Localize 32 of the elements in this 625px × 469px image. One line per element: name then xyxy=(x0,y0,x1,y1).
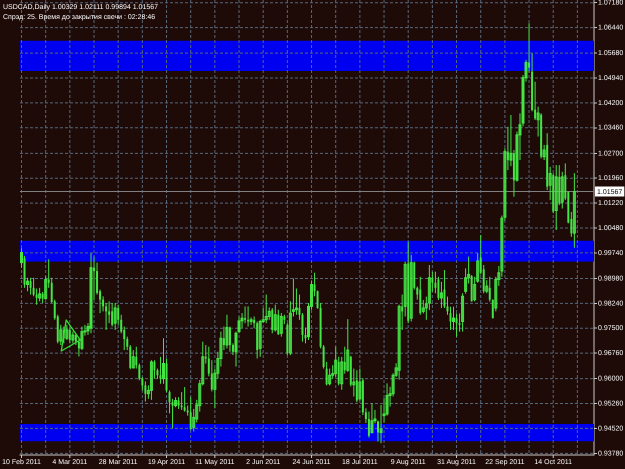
candlestick xyxy=(190,396,192,431)
candlestick xyxy=(356,370,358,403)
candlestick xyxy=(572,172,576,248)
candlestick xyxy=(65,324,68,340)
candlestick xyxy=(461,292,464,332)
candlestick xyxy=(68,327,71,344)
candlestick xyxy=(274,304,277,332)
candlestick xyxy=(380,404,383,444)
candlestick xyxy=(111,302,114,328)
candlestick xyxy=(184,386,186,412)
candlestick xyxy=(419,276,422,316)
candlestick xyxy=(129,344,132,370)
candlestick xyxy=(370,402,374,434)
candlestick xyxy=(150,360,153,400)
candlestick xyxy=(114,302,117,330)
candlestick xyxy=(30,277,32,296)
candlestick xyxy=(434,271,436,294)
candlestick xyxy=(247,306,250,328)
candlestick xyxy=(90,252,92,334)
candlestick xyxy=(264,294,268,324)
candlestick xyxy=(407,241,410,324)
candlestick xyxy=(38,287,42,302)
candlestick xyxy=(280,312,283,338)
candlestick xyxy=(144,380,146,402)
candlestick xyxy=(71,331,74,344)
candlestick xyxy=(328,368,332,386)
candlestick xyxy=(244,306,246,324)
candlestick xyxy=(256,320,258,359)
candlestick xyxy=(271,308,274,334)
candlestick xyxy=(225,314,228,349)
candlestick xyxy=(554,164,558,231)
candlestick xyxy=(440,281,443,309)
